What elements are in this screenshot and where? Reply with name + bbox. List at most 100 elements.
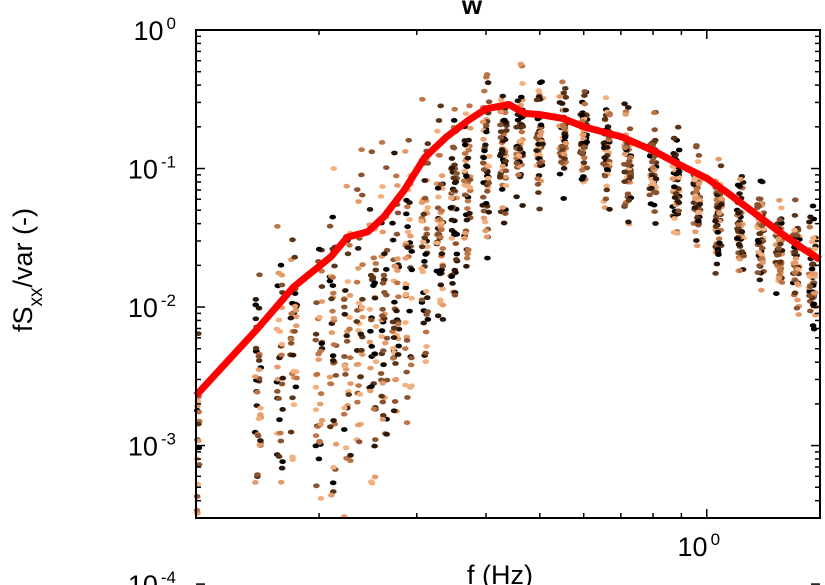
scatter-point bbox=[810, 235, 817, 241]
scatter-point bbox=[292, 384, 300, 390]
scatter-point bbox=[778, 280, 786, 285]
scatter-point bbox=[560, 151, 567, 157]
scatter-point bbox=[383, 431, 391, 437]
scatter-point bbox=[278, 282, 286, 288]
scatter-point bbox=[482, 201, 490, 206]
scatter-point bbox=[326, 278, 334, 284]
scatter-point bbox=[514, 98, 522, 104]
scatter-point bbox=[372, 359, 380, 365]
scatter-point bbox=[758, 287, 765, 293]
scatter-point bbox=[561, 134, 569, 140]
scatter-point bbox=[341, 311, 349, 317]
scatter-point bbox=[418, 218, 425, 224]
scatter-point bbox=[368, 344, 376, 349]
scatter-point bbox=[393, 173, 400, 179]
scatter-point bbox=[389, 355, 397, 361]
scatter-point bbox=[275, 270, 283, 276]
scatter-point bbox=[579, 132, 587, 138]
scatter-point bbox=[757, 196, 764, 202]
scatter-point bbox=[289, 395, 296, 401]
scatter-point bbox=[329, 308, 336, 314]
scatter-point bbox=[602, 196, 610, 202]
scatter-point bbox=[393, 308, 400, 314]
scatter-point bbox=[648, 185, 655, 191]
scatter-point bbox=[556, 94, 563, 99]
scatter-point bbox=[485, 99, 493, 105]
scatter-point bbox=[274, 389, 281, 394]
scatter-point bbox=[407, 362, 415, 368]
scatter-point bbox=[345, 392, 353, 397]
scatter-point bbox=[372, 437, 379, 442]
scatter-point bbox=[291, 329, 298, 334]
scatter-point bbox=[515, 153, 523, 159]
scatter-point bbox=[355, 300, 363, 306]
scatter-point bbox=[422, 252, 429, 257]
scatter-point bbox=[404, 204, 411, 210]
scatter-point bbox=[355, 383, 362, 388]
scatter-point bbox=[438, 208, 445, 214]
scatter-point bbox=[291, 303, 299, 309]
scatter-point bbox=[330, 290, 337, 296]
scatter-point bbox=[626, 158, 633, 164]
scatter-point bbox=[497, 109, 505, 115]
scatter-point bbox=[277, 438, 285, 444]
scatter-point bbox=[255, 354, 263, 359]
scatter-point bbox=[740, 253, 747, 259]
scatter-point bbox=[354, 187, 361, 193]
scatter-point bbox=[358, 147, 365, 153]
scatter-point bbox=[777, 266, 785, 272]
scatter-point bbox=[383, 267, 390, 272]
scatter-point bbox=[464, 155, 472, 161]
scatter-point bbox=[359, 262, 366, 267]
scatter-point bbox=[354, 361, 362, 367]
scatter-point bbox=[808, 239, 816, 245]
scatter-point bbox=[463, 217, 471, 223]
scatter-point bbox=[378, 393, 386, 399]
scatter-point bbox=[359, 352, 366, 357]
scatter-point bbox=[652, 176, 660, 182]
scatter-point bbox=[316, 401, 324, 407]
scatter-point bbox=[694, 159, 702, 165]
scatter-point bbox=[418, 266, 425, 271]
scatter-point bbox=[347, 452, 354, 458]
scatter-point bbox=[560, 196, 567, 201]
scatter-point bbox=[423, 344, 430, 349]
scatter-point bbox=[651, 110, 658, 116]
scatter-point bbox=[485, 209, 493, 215]
scatter-point bbox=[277, 430, 284, 436]
scatter-point bbox=[713, 261, 721, 267]
scatter-point bbox=[581, 93, 588, 98]
scatter-point bbox=[256, 272, 263, 278]
scatter-point bbox=[318, 417, 326, 423]
scatter-point bbox=[671, 216, 678, 221]
scatter-point bbox=[496, 175, 504, 180]
scatter-point bbox=[463, 173, 470, 179]
scatter-point bbox=[809, 271, 817, 277]
scatter-point bbox=[287, 336, 295, 342]
scatter-point bbox=[501, 117, 508, 123]
scatter-point bbox=[357, 331, 365, 337]
scatter-point bbox=[276, 417, 283, 423]
scatter-point bbox=[419, 239, 427, 245]
scatter-point bbox=[483, 129, 490, 135]
scatter-point bbox=[344, 251, 352, 257]
scatter-point bbox=[372, 324, 380, 329]
scatter-point bbox=[402, 255, 410, 261]
scatter-point bbox=[578, 167, 586, 173]
scatter-point bbox=[346, 326, 353, 332]
scatter-point bbox=[420, 211, 428, 217]
scatter-point bbox=[502, 158, 509, 164]
scatter-point bbox=[407, 233, 414, 239]
scatter-point bbox=[392, 264, 399, 270]
scatter-point bbox=[379, 313, 386, 319]
scatter-point bbox=[536, 133, 544, 138]
scatter-point bbox=[621, 161, 628, 167]
y-tick-label: 10 0 bbox=[133, 14, 176, 46]
scatter-point bbox=[463, 263, 470, 269]
scatter-point bbox=[343, 183, 351, 189]
scatter-point bbox=[502, 211, 509, 217]
scatter-point bbox=[536, 206, 543, 212]
scatter-point bbox=[326, 374, 334, 380]
scatter-point bbox=[674, 124, 682, 130]
scatter-point bbox=[340, 297, 348, 302]
